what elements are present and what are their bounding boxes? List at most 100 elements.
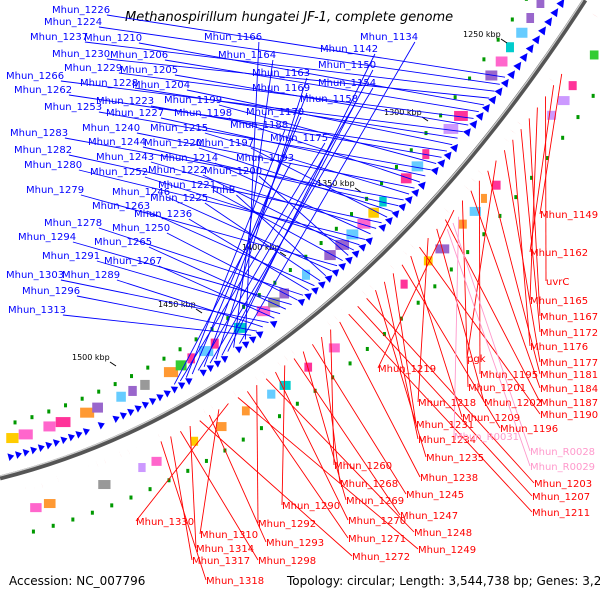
reverse-gene-label: pgk bbox=[467, 354, 486, 365]
rna-tick bbox=[433, 284, 437, 289]
reverse-gene-arrow bbox=[490, 153, 497, 159]
forward-callout bbox=[204, 202, 321, 282]
reverse-gene-label: Mhun_1272 bbox=[352, 552, 410, 563]
forward-gene-label: Mhun_1278 bbox=[44, 218, 102, 229]
reverse-callout bbox=[348, 313, 533, 513]
reverse-gene-arrow bbox=[579, 32, 587, 37]
category-block bbox=[128, 385, 137, 396]
forward-gene-label: Mhun_1222 bbox=[148, 165, 206, 176]
reverse-callout bbox=[366, 297, 535, 484]
kbp-tick bbox=[195, 308, 203, 314]
rna-tick bbox=[110, 503, 114, 508]
forward-gene-arrow bbox=[344, 256, 353, 265]
category-block bbox=[536, 0, 545, 8]
reverse-gene-label: Mhun_1165 bbox=[530, 296, 588, 307]
forward-callout bbox=[244, 41, 260, 340]
rna-tick bbox=[167, 478, 171, 483]
forward-gene-arrow bbox=[338, 263, 346, 271]
reverse-callout bbox=[528, 118, 541, 317]
category-block bbox=[492, 180, 501, 190]
rna-tick bbox=[130, 374, 134, 379]
reverse-gene-arrow bbox=[103, 457, 107, 465]
reverse-gene-arrow bbox=[437, 215, 443, 221]
forward-gene-label: Mhun_1199 bbox=[164, 95, 222, 106]
category-block bbox=[423, 256, 433, 266]
rna-tick bbox=[129, 495, 133, 500]
forward-gene-arrow bbox=[378, 223, 387, 232]
forward-callout bbox=[60, 80, 463, 133]
forward-gene-arrow bbox=[67, 433, 75, 442]
forward-gene-label: Mhun_1313 bbox=[8, 305, 66, 316]
forward-gene-label: Mhun_1154 bbox=[318, 78, 376, 89]
category-block bbox=[547, 110, 557, 120]
reverse-gene-label: Mhun_1209 bbox=[462, 413, 520, 424]
category-block bbox=[268, 297, 280, 308]
reverse-gene-arrow bbox=[283, 354, 289, 362]
forward-gene-label: Mhun_1246 bbox=[112, 187, 170, 198]
category-block bbox=[267, 389, 276, 399]
category-block bbox=[256, 306, 271, 317]
kbp-tick bbox=[109, 361, 117, 367]
forward-gene-arrow bbox=[220, 356, 229, 363]
category-block bbox=[92, 402, 103, 413]
category-block bbox=[190, 436, 199, 446]
reverse-callout bbox=[293, 358, 401, 516]
forward-gene-arrow bbox=[75, 431, 83, 439]
category-block bbox=[241, 406, 250, 416]
rna-tick bbox=[51, 523, 55, 528]
forward-gene-label: Mhun_1280 bbox=[24, 160, 82, 171]
reverse-gene-label: Mhun_1268 bbox=[340, 479, 398, 490]
forward-callout bbox=[214, 162, 371, 235]
reverse-gene-arrow bbox=[40, 480, 43, 488]
category-block bbox=[400, 173, 412, 184]
forward-gene-arrow bbox=[234, 346, 243, 354]
reverse-gene-arrow bbox=[591, 13, 599, 18]
reverse-gene-label: Mhun_1330 bbox=[136, 517, 194, 528]
reverse-gene-arrow bbox=[225, 394, 230, 402]
forward-callout bbox=[164, 59, 479, 113]
forward-gene-arrow bbox=[538, 26, 546, 36]
forward-gene-label: Mhun_1227 bbox=[106, 108, 164, 119]
forward-gene-arrow bbox=[37, 444, 45, 452]
forward-gene-label: Mhun_1228 bbox=[80, 78, 138, 89]
forward-gene-label: Mhun_1262 bbox=[14, 85, 72, 96]
reverse-gene-label: Mhun_1149 bbox=[540, 210, 598, 221]
forward-callout bbox=[62, 314, 252, 336]
reverse-callout bbox=[339, 321, 421, 478]
category-block bbox=[458, 219, 467, 229]
forward-gene-arrow bbox=[241, 341, 250, 349]
forward-gene-label: Mhun_1263 bbox=[92, 201, 150, 212]
genome-backbone bbox=[0, 0, 588, 481]
reverse-callout bbox=[256, 385, 259, 524]
rna-tick bbox=[259, 426, 263, 431]
reverse-gene-arrow bbox=[509, 129, 516, 135]
rna-tick bbox=[498, 213, 502, 218]
category-block bbox=[210, 338, 219, 349]
rna-tick bbox=[162, 356, 166, 361]
reverse-callout bbox=[189, 425, 197, 549]
forward-gene-label: Mhun_1279 bbox=[26, 185, 84, 196]
rna-tick bbox=[576, 115, 580, 120]
rna-tick bbox=[47, 409, 51, 414]
reverse-gene-label: Mhun_1248 bbox=[414, 528, 472, 539]
rna-tick bbox=[453, 95, 457, 100]
rna-gene-label: Mhun_R0028 bbox=[530, 447, 595, 458]
reverse-gene-label: Mhun_1195 bbox=[480, 370, 538, 381]
reverse-callout bbox=[461, 200, 469, 388]
forward-callout bbox=[227, 53, 376, 352]
category-block bbox=[6, 433, 19, 444]
category-block bbox=[469, 206, 481, 216]
reverse-callout bbox=[199, 420, 353, 557]
accession-text: Accession: NC_007796 bbox=[9, 574, 145, 588]
reverse-gene-label: Mhun_1211 bbox=[532, 508, 590, 519]
reverse-callout bbox=[520, 129, 541, 333]
rna-tick bbox=[466, 250, 470, 255]
reverse-gene-arrow bbox=[503, 137, 510, 143]
forward-gene-label: Mhun_1240 bbox=[82, 123, 140, 134]
forward-gene-arrow bbox=[544, 17, 553, 27]
forward-callout bbox=[72, 241, 292, 306]
rna-tick bbox=[439, 113, 443, 118]
reverse-gene-arrow bbox=[290, 349, 296, 356]
reverse-callout bbox=[180, 431, 259, 561]
reverse-gene-arrow bbox=[403, 250, 409, 257]
